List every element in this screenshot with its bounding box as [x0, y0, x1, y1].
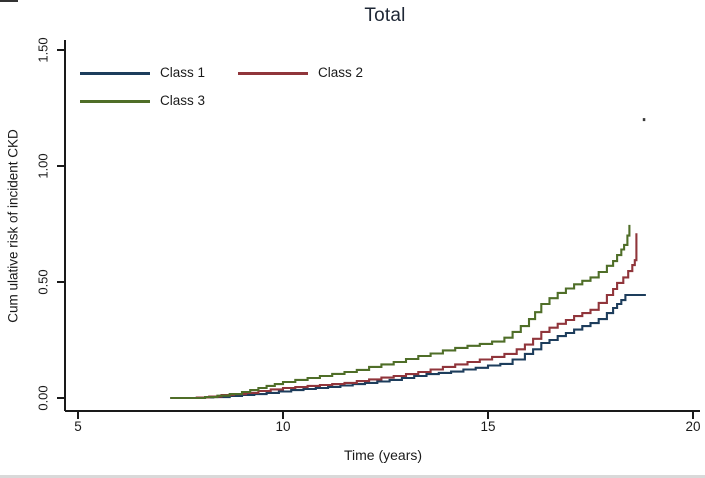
series-class-3	[170, 224, 631, 400]
stray-dot-mark	[642, 118, 646, 122]
x-tick-label-10: 10	[275, 419, 291, 434]
chart-title: Total	[364, 5, 406, 26]
legend-line-class-1	[80, 72, 150, 75]
series-class-1	[170, 293, 646, 400]
legend-line-class-2	[238, 72, 308, 75]
legend-line-class-3	[80, 100, 150, 103]
series-class-2	[170, 233, 638, 400]
x-tick-label-15: 15	[480, 419, 496, 434]
edge-artifact-top-left	[0, 0, 18, 2]
figure-bottom-border	[0, 475, 705, 478]
x-axis-label: Time (years)	[343, 447, 423, 463]
x-tick-label-5: 5	[74, 419, 82, 434]
legend-label-class-2: Class 2	[318, 65, 364, 80]
legend-label-class-1: Class 1	[160, 65, 206, 80]
x-tick-label-20: 20	[685, 419, 701, 434]
legend-label-class-3: Class 3	[160, 93, 206, 108]
